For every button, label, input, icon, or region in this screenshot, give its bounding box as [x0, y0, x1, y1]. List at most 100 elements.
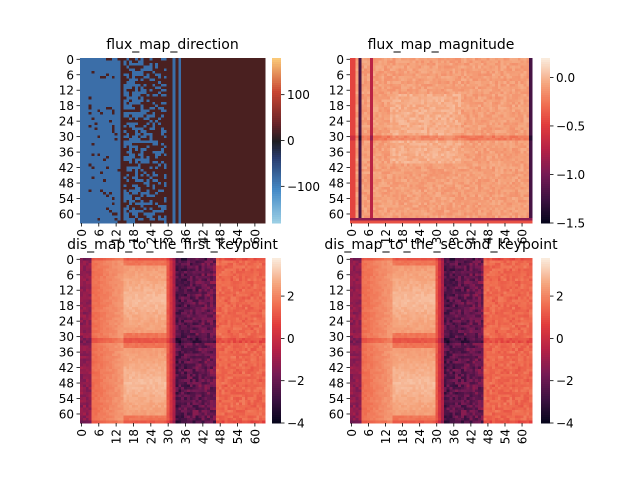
heatmap-cell — [189, 94, 194, 98]
heatmap-cell — [94, 109, 98, 113]
heatmap-cell — [418, 83, 422, 87]
heatmap-cell — [256, 135, 260, 139]
heatmap-cell — [175, 99, 179, 103]
heatmap-cell — [230, 137, 234, 141]
heatmap-cell — [429, 73, 433, 77]
heatmap-cell — [495, 63, 499, 67]
heatmap-cell — [509, 83, 513, 87]
heatmap-cell — [152, 150, 156, 154]
heatmap-cell — [178, 184, 182, 188]
heatmap-cell — [241, 143, 246, 147]
heatmap-cell — [120, 199, 124, 203]
heatmap-cell — [97, 132, 101, 136]
heatmap-cell — [149, 161, 153, 165]
heatmap-cell — [218, 68, 223, 72]
heatmap-cell — [486, 60, 490, 64]
heatmap-cell — [212, 210, 217, 214]
heatmap-cell — [189, 168, 194, 172]
heatmap-cell — [126, 96, 130, 100]
heatmap-cell — [212, 104, 217, 108]
heatmap-cell — [398, 73, 402, 77]
heatmap-cell — [415, 86, 419, 90]
heatmap-cell — [201, 65, 205, 69]
heatmap-cell — [446, 76, 450, 80]
heatmap-cell — [132, 194, 136, 198]
heatmap-cell — [244, 68, 249, 72]
heatmap-cell — [256, 181, 260, 185]
heatmap-cell — [256, 76, 260, 80]
heatmap-cell — [241, 109, 246, 113]
heatmap-cell — [178, 158, 182, 162]
heatmap-cell — [178, 199, 182, 203]
heatmap-cell — [129, 78, 133, 82]
heatmap-cell — [155, 94, 159, 98]
heatmap-cell — [143, 140, 147, 144]
heatmap-cell — [140, 207, 144, 211]
heatmap-cell — [91, 68, 95, 72]
heatmap-cell — [492, 78, 496, 82]
heatmap-cell — [198, 125, 202, 129]
heatmap-cell — [108, 122, 113, 126]
heatmap-cell — [221, 171, 225, 175]
heatmap-cell — [218, 112, 223, 116]
heatmap-cell — [80, 81, 84, 85]
heatmap-cell — [132, 127, 136, 131]
heatmap-cell — [149, 68, 153, 72]
heatmap-cell — [520, 70, 524, 74]
heatmap-cell — [497, 83, 502, 87]
heatmap-cell — [117, 168, 121, 172]
heatmap-cell — [520, 73, 524, 77]
heatmap-cell — [129, 220, 133, 224]
heatmap-cell — [201, 186, 205, 190]
heatmap-cell — [241, 155, 246, 159]
heatmap-cell — [172, 88, 176, 92]
heatmap-cell — [117, 86, 121, 90]
heatmap-cell — [186, 78, 191, 82]
heatmap-cell — [241, 220, 246, 224]
heatmap-cell — [91, 70, 95, 74]
heatmap-cell — [458, 73, 462, 77]
heatmap-cell — [236, 78, 240, 82]
heatmap-cell — [169, 140, 173, 144]
colorbar-segment — [272, 177, 281, 181]
heatmap-cell — [126, 212, 130, 216]
heatmap-cell — [117, 199, 121, 203]
heatmap-cell — [120, 130, 124, 134]
heatmap-cell — [143, 119, 147, 123]
heatmap-cell — [163, 70, 168, 74]
heatmap-cell — [210, 125, 214, 129]
heatmap-cell — [155, 148, 159, 152]
heatmap-cell — [94, 143, 98, 147]
heatmap-cell — [210, 60, 214, 64]
colorbar-segment — [272, 163, 281, 166]
heatmap-cell — [132, 153, 136, 157]
heatmap-cell — [469, 65, 473, 69]
heatmap-cell — [108, 125, 113, 129]
heatmap-cell — [247, 63, 251, 67]
heatmap-cell — [421, 78, 425, 82]
heatmap-cell — [97, 125, 101, 129]
heatmap-cell — [137, 88, 142, 92]
heatmap-cell — [181, 122, 185, 126]
heatmap-cell — [212, 174, 217, 177]
heatmap-cell — [369, 58, 374, 61]
heatmap-cell — [218, 125, 223, 129]
heatmap-cell — [489, 83, 493, 87]
heatmap-cell — [227, 150, 231, 154]
heatmap-cell — [106, 70, 110, 74]
heatmap-cell — [143, 155, 147, 159]
heatmap-cell — [215, 161, 220, 165]
heatmap-cell — [94, 119, 98, 123]
heatmap-cell — [184, 140, 188, 144]
heatmap-cell — [169, 76, 173, 80]
heatmap-cell — [432, 58, 436, 61]
heatmap-cell — [412, 81, 416, 85]
heatmap-cell — [100, 130, 104, 134]
heatmap-cell — [184, 68, 188, 72]
heatmap-cell — [140, 189, 144, 193]
heatmap-cell — [120, 114, 124, 118]
heatmap-cell — [114, 202, 118, 206]
heatmap-cell — [520, 81, 524, 85]
heatmap-cell — [392, 60, 396, 64]
heatmap-cell — [160, 68, 165, 72]
